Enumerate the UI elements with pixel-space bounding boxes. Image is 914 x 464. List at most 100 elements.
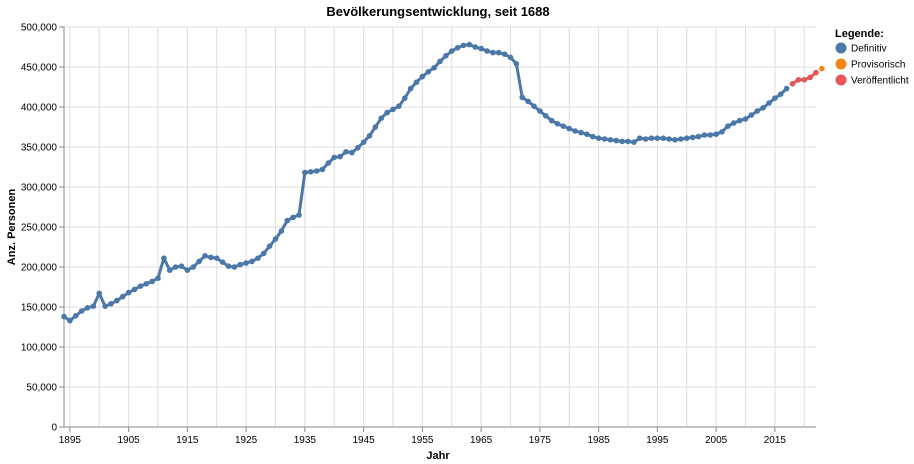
data-point-definitiv[interactable]: [736, 117, 743, 124]
data-point-definitiv[interactable]: [307, 169, 314, 175]
data-point-definitiv[interactable]: [595, 135, 602, 141]
data-point-definitiv[interactable]: [208, 254, 214, 261]
data-point-definitiv[interactable]: [707, 132, 714, 138]
data-point-definitiv[interactable]: [219, 259, 226, 266]
data-point-definitiv[interactable]: [454, 45, 461, 51]
data-point-definitiv[interactable]: [777, 91, 784, 97]
data-point-definitiv[interactable]: [213, 255, 220, 261]
data-point-definitiv[interactable]: [302, 169, 308, 176]
data-point-definitiv[interactable]: [319, 166, 326, 173]
data-point-definitiv[interactable]: [513, 61, 520, 67]
data-point-definitiv[interactable]: [566, 125, 573, 132]
data-point-definitiv[interactable]: [713, 131, 719, 137]
data-point-definitiv[interactable]: [783, 85, 790, 92]
data-point-definitiv[interactable]: [607, 137, 614, 143]
data-point-definitiv[interactable]: [754, 108, 761, 114]
data-point-definitiv[interactable]: [161, 255, 167, 261]
data-point-definitiv[interactable]: [478, 45, 484, 52]
data-point-definitiv[interactable]: [278, 228, 285, 234]
data-point-definitiv[interactable]: [695, 133, 702, 140]
data-point-definitiv[interactable]: [572, 128, 578, 134]
data-point-ver-ffentlicht[interactable]: [795, 77, 802, 83]
data-point-definitiv[interactable]: [190, 264, 197, 270]
data-point-definitiv[interactable]: [296, 212, 302, 218]
data-point-definitiv[interactable]: [184, 267, 191, 274]
data-point-definitiv[interactable]: [237, 261, 244, 268]
data-point-definitiv[interactable]: [290, 214, 296, 221]
data-point-definitiv[interactable]: [613, 137, 620, 144]
data-point-definitiv[interactable]: [654, 135, 661, 141]
data-point-ver-ffentlicht[interactable]: [807, 74, 813, 81]
data-point-ver-ffentlicht[interactable]: [789, 81, 796, 87]
data-point-definitiv[interactable]: [742, 116, 749, 122]
data-point-definitiv[interactable]: [313, 168, 320, 174]
data-point-definitiv[interactable]: [67, 317, 73, 324]
data-point-definitiv[interactable]: [560, 123, 567, 129]
data-point-definitiv[interactable]: [284, 217, 291, 224]
data-point-provisorisch[interactable]: [819, 65, 825, 72]
data-point-definitiv[interactable]: [537, 108, 543, 114]
data-point-definitiv[interactable]: [119, 293, 126, 300]
data-point-definitiv[interactable]: [484, 48, 490, 54]
data-point-definitiv[interactable]: [72, 313, 79, 319]
data-point-definitiv[interactable]: [172, 264, 179, 270]
data-point-definitiv[interactable]: [413, 79, 420, 85]
data-point-definitiv[interactable]: [619, 138, 625, 145]
data-point-definitiv[interactable]: [495, 49, 502, 56]
data-point-definitiv[interactable]: [448, 48, 455, 54]
data-point-definitiv[interactable]: [354, 145, 361, 151]
data-point-definitiv[interactable]: [366, 133, 373, 139]
data-point-definitiv[interactable]: [114, 297, 120, 304]
data-point-definitiv[interactable]: [349, 149, 355, 156]
data-point-definitiv[interactable]: [231, 264, 238, 270]
data-point-definitiv[interactable]: [490, 49, 496, 56]
data-point-definitiv[interactable]: [689, 134, 696, 141]
data-point-definitiv[interactable]: [701, 132, 708, 138]
data-point-definitiv[interactable]: [719, 129, 725, 135]
data-point-definitiv[interactable]: [425, 69, 432, 75]
data-point-definitiv[interactable]: [131, 286, 138, 293]
data-point-definitiv[interactable]: [642, 136, 649, 142]
data-point-definitiv[interactable]: [202, 253, 208, 259]
data-point-definitiv[interactable]: [589, 133, 596, 140]
data-point-definitiv[interactable]: [601, 136, 608, 142]
data-point-definitiv[interactable]: [96, 290, 103, 297]
data-point-definitiv[interactable]: [360, 139, 367, 145]
data-point-definitiv[interactable]: [196, 258, 202, 265]
data-point-definitiv[interactable]: [102, 303, 108, 310]
data-point-definitiv[interactable]: [548, 117, 555, 124]
data-point-definitiv[interactable]: [125, 289, 132, 296]
data-point-ver-ffentlicht[interactable]: [813, 69, 819, 76]
data-point-definitiv[interactable]: [725, 123, 731, 129]
data-point-definitiv[interactable]: [466, 41, 473, 48]
data-point-definitiv[interactable]: [407, 85, 414, 92]
data-point-definitiv[interactable]: [519, 94, 526, 101]
data-point-definitiv[interactable]: [272, 236, 279, 242]
data-point-definitiv[interactable]: [531, 103, 537, 109]
data-point-definitiv[interactable]: [225, 263, 232, 270]
data-point-definitiv[interactable]: [772, 95, 778, 101]
data-point-definitiv[interactable]: [243, 260, 249, 266]
data-point-definitiv[interactable]: [337, 153, 343, 160]
data-point-definitiv[interactable]: [460, 42, 467, 49]
data-point-definitiv[interactable]: [678, 136, 684, 142]
data-point-definitiv[interactable]: [137, 283, 144, 290]
data-point-definitiv[interactable]: [178, 263, 185, 270]
data-point-definitiv[interactable]: [266, 243, 273, 249]
data-point-definitiv[interactable]: [78, 308, 85, 314]
data-point-definitiv[interactable]: [166, 267, 173, 274]
data-point-definitiv[interactable]: [760, 105, 766, 111]
data-point-definitiv[interactable]: [542, 113, 549, 119]
data-point-definitiv[interactable]: [255, 255, 261, 261]
data-point-definitiv[interactable]: [437, 58, 443, 65]
data-point-definitiv[interactable]: [648, 135, 655, 141]
data-point-definitiv[interactable]: [331, 154, 338, 161]
data-point-definitiv[interactable]: [443, 53, 449, 59]
data-point-definitiv[interactable]: [578, 129, 584, 136]
data-point-definitiv[interactable]: [431, 65, 437, 71]
data-point-definitiv[interactable]: [61, 313, 67, 320]
data-point-definitiv[interactable]: [501, 51, 508, 57]
data-point-definitiv[interactable]: [683, 135, 690, 141]
data-point-definitiv[interactable]: [507, 54, 514, 61]
data-point-definitiv[interactable]: [419, 73, 426, 80]
